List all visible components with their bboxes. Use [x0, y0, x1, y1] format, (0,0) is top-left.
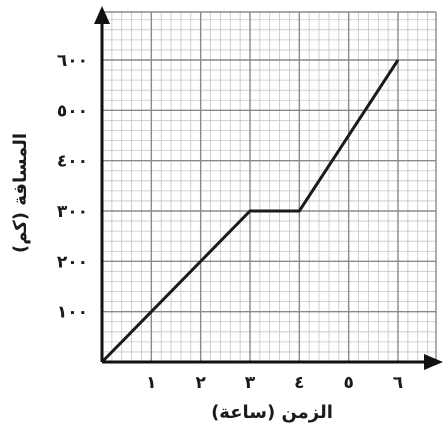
x-tick-label: ١: [146, 373, 156, 393]
x-axis-title: الزمن (ساعة): [211, 402, 333, 423]
y-tick-label: ٤٠٠: [57, 152, 88, 172]
x-tick-label: ٣: [245, 373, 256, 393]
x-tick-label: ٢: [195, 373, 206, 393]
y-axis-title: المسافة (كم): [10, 133, 31, 253]
grid-major: [102, 11, 437, 362]
distance-time-line: [100, 59, 400, 364]
x-tick-label: ٦: [393, 373, 403, 393]
x-tick-label: ٤: [294, 373, 304, 393]
y-tick-label: ٦٠٠: [57, 51, 88, 71]
x-axis-arrow-icon: [424, 354, 443, 370]
axes: [94, 6, 443, 370]
series-layer: [100, 59, 400, 364]
x-tick-labels: ١ ٢ ٣ ٤ ٥ ٦: [146, 373, 403, 393]
y-tick-label: ١٠٠: [57, 303, 88, 323]
y-axis-arrow-icon: [94, 6, 110, 24]
y-tick-label: ٥٠٠: [57, 101, 88, 121]
grid-minor: [102, 12, 436, 362]
y-tick-label: ٣٠٠: [57, 202, 88, 222]
y-tick-labels: ١٠٠ ٢٠٠ ٣٠٠ ٤٠٠ ٥٠٠ ٦٠٠: [57, 51, 88, 323]
x-tick-label: ٥: [343, 373, 353, 393]
y-tick-label: ٢٠٠: [57, 252, 88, 272]
